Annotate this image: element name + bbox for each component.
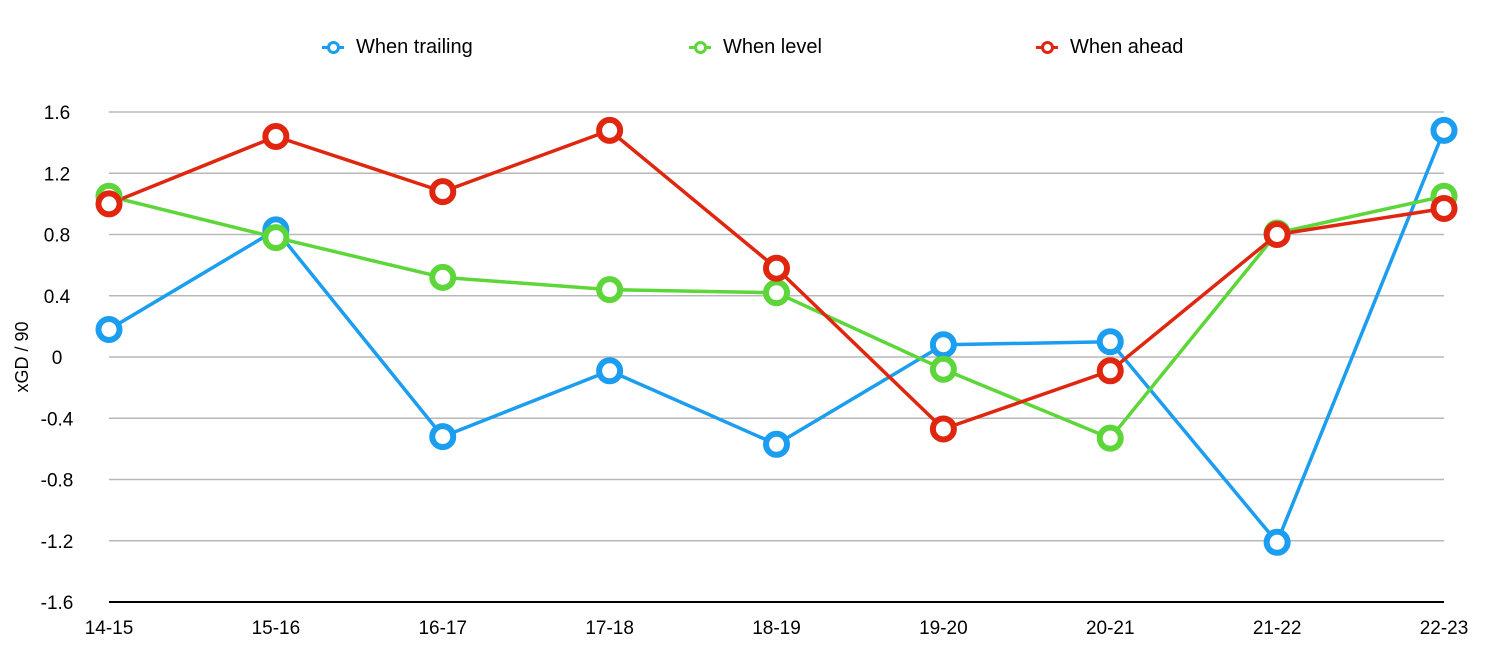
y-tick-label: 1.2 [44, 164, 70, 185]
data-point-when-ahead [596, 116, 624, 144]
legend-label-when-ahead: When ahead [1070, 35, 1184, 58]
x-tick-label: 14-15 [85, 618, 134, 639]
x-tick-label: 20-21 [1086, 618, 1135, 639]
y-tick-label: -1.6 [41, 593, 74, 614]
data-point-when-trailing [1096, 328, 1124, 356]
series-line-when-level [107, 194, 1446, 440]
x-tick-label: 16-17 [418, 618, 467, 639]
series-line-when-trailing [107, 128, 1446, 545]
legend-item-when-trailing: When trailing [322, 34, 473, 60]
y-tick-label: 0.8 [44, 226, 70, 247]
gridlines [109, 111, 1444, 542]
y-tick-label: -1.2 [41, 532, 74, 553]
y-axis-label: xGD / 90 [12, 321, 32, 392]
data-point-when-trailing [929, 331, 957, 359]
legend: When trailing When level When ahead [0, 34, 1508, 60]
legend-item-when-ahead: When ahead [1036, 34, 1183, 60]
data-point-when-ahead [1263, 221, 1291, 248]
data-point-when-ahead [1096, 357, 1124, 385]
legend-label-when-trailing: When trailing [356, 35, 473, 58]
data-point-when-level [429, 263, 457, 291]
y-tick-label: 1.6 [44, 103, 70, 124]
data-point-when-trailing [1263, 528, 1291, 556]
data-point-when-level [262, 224, 290, 252]
data-point-when-ahead [763, 254, 790, 282]
y-tick-label: -0.4 [41, 409, 74, 430]
data-point-when-ahead [1430, 194, 1458, 222]
data-point-when-ahead [262, 123, 290, 150]
legend-marker-when-ahead [1036, 40, 1058, 54]
data-point-when-level [596, 276, 624, 304]
x-tick-label: 15-16 [252, 618, 301, 639]
data-point-when-ahead [95, 190, 123, 218]
data-point-when-trailing [429, 423, 457, 451]
data-point-when-trailing [95, 315, 123, 343]
y-tick-label: -0.8 [41, 471, 74, 492]
series [95, 116, 1458, 556]
x-tick-label: 17-18 [585, 618, 634, 639]
data-point-when-trailing [763, 430, 790, 458]
x-tick-label: 18-19 [752, 618, 801, 639]
legend-item-when-level: When level [689, 34, 822, 60]
legend-label-when-level: When level [723, 35, 822, 58]
legend-marker-when-level [689, 40, 711, 54]
data-point-when-trailing [596, 357, 624, 385]
data-point-when-level [1096, 424, 1124, 452]
x-tick-label: 21-22 [1253, 618, 1302, 639]
data-point-when-ahead [929, 415, 957, 443]
data-point-when-ahead [429, 178, 457, 206]
x-tick-label: 22-23 [1420, 618, 1469, 639]
x-tick-label: 19-20 [919, 618, 968, 639]
y-tick-label: 0.4 [44, 287, 71, 308]
axes: 1.6 1.2 0.8 0.4 0 -0.4 -0.8 -1.2 -1.6 14-15 15-16 1… [41, 103, 1469, 639]
y-tick-label: 0 [52, 348, 63, 369]
data-point-when-level [929, 355, 957, 383]
legend-marker-when-trailing [322, 40, 344, 54]
data-point-when-level [763, 279, 790, 307]
data-point-when-trailing [1430, 116, 1458, 144]
